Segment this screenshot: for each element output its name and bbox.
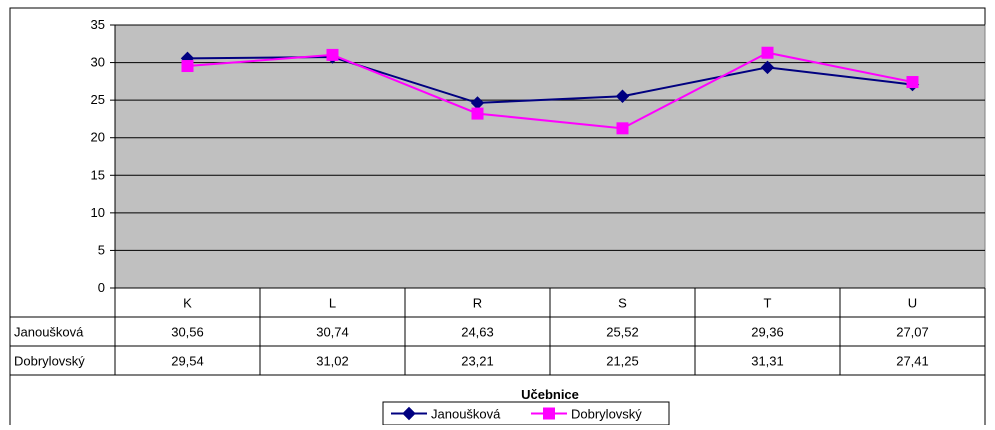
series-2-point [616,122,629,135]
x-category-label: S [618,296,627,311]
table-cell-value: 30,56 [171,325,204,340]
x-category-label: K [183,296,192,311]
x-category-label: U [908,296,917,311]
y-tick-label: 10 [91,205,105,220]
table-series-name: Dobrylovský [14,354,85,369]
x-category-label: L [329,296,336,311]
legend-marker-1 [402,406,416,421]
series-2-point [326,48,339,61]
y-tick-label: 15 [91,167,105,182]
series-1-point [615,89,630,103]
table-cell-value: 27,41 [896,354,929,369]
table-cell-value: 31,02 [316,354,349,369]
table-series-name: Janoušková [14,325,84,340]
table-cell-value: 27,07 [896,325,929,340]
x-category-label: T [764,296,772,311]
y-tick-label: 20 [91,130,105,145]
x-axis-title: Učebnice [521,387,579,402]
table-cell-value: 25,52 [606,325,639,340]
table-cell-value: 31,31 [751,354,784,369]
table-cell-value: 23,21 [461,354,494,369]
series-2-point [906,76,919,89]
series-line-2 [187,51,913,130]
y-tick-label: 35 [91,17,105,32]
series-2-point [471,107,484,120]
series-2-point [761,46,774,59]
legend-label-2: Dobrylovský [571,407,642,422]
table-cell-value: 24,63 [461,325,494,340]
legend-label-1: Janoušková [431,407,501,422]
series-2-point [181,60,194,73]
table-cell-value: 21,25 [606,354,639,369]
table-cell-value: 30,74 [316,325,349,340]
table-cell-value: 29,54 [171,354,204,369]
legend-marker-2 [543,407,555,420]
y-tick-label: 5 [98,242,105,257]
y-tick-label: 0 [98,280,105,295]
table-cell-value: 29,36 [751,325,784,340]
x-category-label: R [473,296,482,311]
plot-area [114,24,986,289]
y-tick-label: 25 [91,92,105,107]
y-tick-label: 30 [91,55,105,70]
series-1-point [760,60,775,75]
